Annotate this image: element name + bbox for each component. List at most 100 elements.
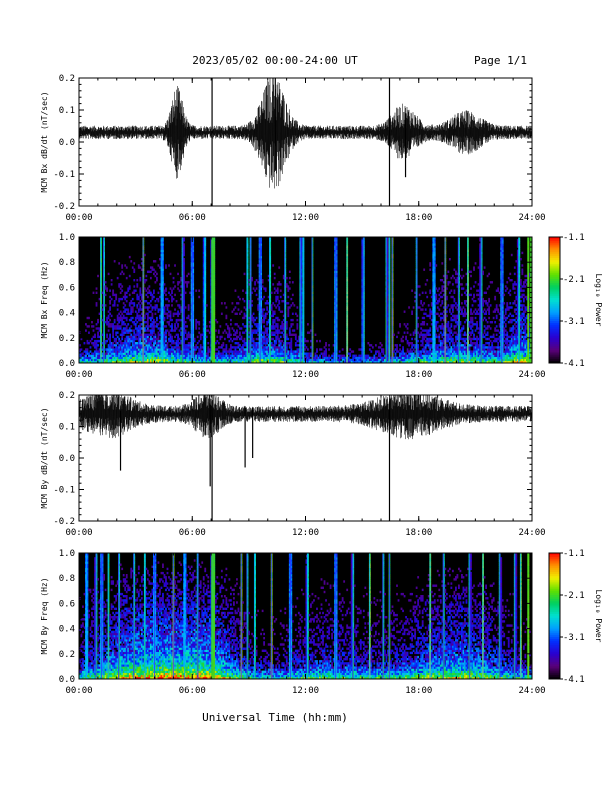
heatmap-cell (86, 352, 89, 355)
heatmap-cell (110, 352, 113, 355)
heatmap-cell (300, 339, 303, 343)
heatmap-cell (225, 323, 228, 326)
heatmap-cell (423, 337, 426, 341)
heatmap-cell (233, 352, 235, 355)
heatmap-cell (97, 344, 99, 347)
heatmap-cell (432, 268, 435, 271)
heatmap-cell (183, 354, 185, 357)
heatmap-cell (335, 306, 338, 309)
heatmap-cell (133, 331, 136, 334)
heatmap-cell (107, 344, 110, 347)
heatmap-cell (118, 262, 121, 265)
heatmap-cell (95, 358, 98, 362)
heatmap-cell (159, 287, 161, 290)
heatmap-cell (373, 354, 376, 357)
heatmap-cell (234, 356, 237, 360)
heatmap-cell (183, 318, 185, 322)
heatmap-cell (263, 350, 266, 353)
heatmap-cell (300, 358, 303, 362)
heatmap-cell (282, 360, 285, 364)
heatmap-cell (429, 360, 432, 364)
heatmap-cell (282, 274, 285, 278)
heatmap-cell (192, 287, 195, 290)
heatmap-cell (143, 281, 146, 284)
heatmap-cell (180, 285, 182, 288)
heatmap-cell (258, 251, 261, 255)
heatmap-cell (80, 354, 83, 357)
heatmap-cell (423, 356, 426, 360)
heatmap-cell (300, 308, 303, 311)
heatmap-cell (317, 360, 320, 364)
heatmap-cell (261, 360, 264, 364)
heatmap-cell (189, 346, 192, 349)
heatmap-cell (270, 356, 273, 360)
heatmap-cell (423, 354, 426, 357)
heatmap-cell (230, 354, 232, 357)
heatmap-cell (297, 335, 300, 339)
heatmap-cell (294, 358, 297, 362)
heatmap-cell (140, 295, 143, 299)
heatmap-cell (335, 331, 338, 334)
heatmap-cell (288, 331, 291, 334)
heatmap-cell (125, 344, 128, 347)
heatmap-cell (162, 262, 164, 265)
heatmap-cell (183, 314, 185, 318)
heatmap-cell (243, 339, 246, 343)
heatmap-cell (300, 350, 303, 353)
heatmap-cell (429, 310, 432, 313)
heatmap-cell (266, 337, 269, 341)
heatmap-cell (236, 329, 238, 332)
heatmap-cell (116, 318, 119, 322)
heatmap-cell (98, 327, 101, 330)
heatmap-cell (430, 352, 433, 355)
heatmap-cell (157, 264, 160, 267)
heatmap-cell (201, 352, 204, 355)
heatmap-cell (149, 352, 152, 355)
heatmap-cell (204, 272, 207, 276)
heatmap-cell (122, 314, 125, 318)
heatmap-cell (429, 358, 432, 362)
heatmap-cell (190, 262, 193, 265)
heatmap-cell (261, 297, 264, 301)
heatmap-cell (242, 348, 244, 351)
heatmap-cell (278, 354, 281, 357)
heatmap-cell (204, 289, 207, 292)
heatmap-cell (296, 344, 299, 347)
heatmap-cell (282, 344, 285, 347)
heatmap-cell (146, 354, 149, 357)
heatmap-cell (338, 354, 341, 357)
heatmap-cell (168, 354, 170, 357)
heatmap-cell (131, 329, 134, 332)
heatmap-cell (334, 321, 336, 324)
heatmap-cell (156, 356, 158, 360)
heatmap-cell (429, 264, 432, 267)
heatmap-cell (192, 333, 195, 336)
heatmap-cell (163, 339, 166, 343)
heatmap-cell (137, 350, 140, 353)
heatmap-cell (82, 358, 84, 362)
heatmap-cell (152, 350, 155, 353)
heatmap-cell (430, 304, 433, 307)
heatmap-cell (239, 331, 241, 334)
heatmap-cell (285, 344, 288, 347)
heatmap-cell (287, 314, 290, 318)
heatmap-cell (116, 323, 119, 326)
heatmap-cell (288, 329, 291, 332)
heatmap-cell (371, 346, 374, 349)
heatmap-cell (254, 283, 256, 286)
heatmap-cell (287, 337, 290, 341)
heatmap-cell (421, 337, 424, 341)
heatmap-cell (248, 344, 250, 347)
heatmap-cell (112, 333, 115, 336)
heatmap-cell (168, 333, 170, 336)
heatmap-cell (151, 356, 154, 360)
heatmap-cell (107, 323, 110, 326)
heatmap-cell (291, 350, 294, 353)
heatmap-cell (121, 318, 124, 322)
heatmap-cell (258, 293, 261, 297)
heatmap-cell (260, 302, 263, 305)
heatmap-cell (166, 316, 169, 320)
heatmap-cell (168, 321, 170, 324)
heatmap-cell (260, 285, 263, 288)
heatmap-cell (406, 339, 409, 343)
